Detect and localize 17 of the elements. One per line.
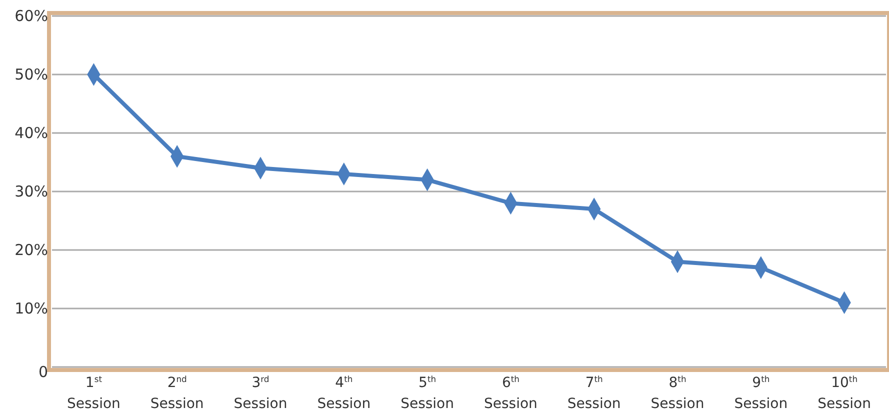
category-label: 10$^{th}$ Session bbox=[818, 374, 872, 412]
y-tick-label: 50% bbox=[14, 66, 48, 84]
category-label: 3$^{rd}$ Session bbox=[234, 374, 288, 412]
category-label: 6$^{th}$ Session bbox=[484, 374, 538, 412]
y-tick-label: 40% bbox=[14, 124, 48, 142]
category-label: 9$^{th}$ Session bbox=[734, 374, 788, 412]
category-label: 5$^{th}$ Session bbox=[400, 374, 454, 412]
y-tick-label: 20% bbox=[14, 241, 48, 259]
category-label: 1$^{st}$ Session bbox=[66, 374, 120, 412]
y-tick-label: 0 bbox=[38, 363, 48, 381]
category-label: 7$^{th}$ Session bbox=[567, 374, 621, 412]
y-tick-label: 30% bbox=[14, 182, 48, 200]
category-label: 8$^{th}$ Session bbox=[650, 374, 704, 412]
y-tick-label: 60% bbox=[14, 7, 48, 25]
category-label: 2$^{nd}$ Session bbox=[150, 374, 204, 412]
y-tick-label: 10% bbox=[14, 300, 48, 318]
category-label: 4$^{th}$ Session bbox=[317, 374, 371, 412]
